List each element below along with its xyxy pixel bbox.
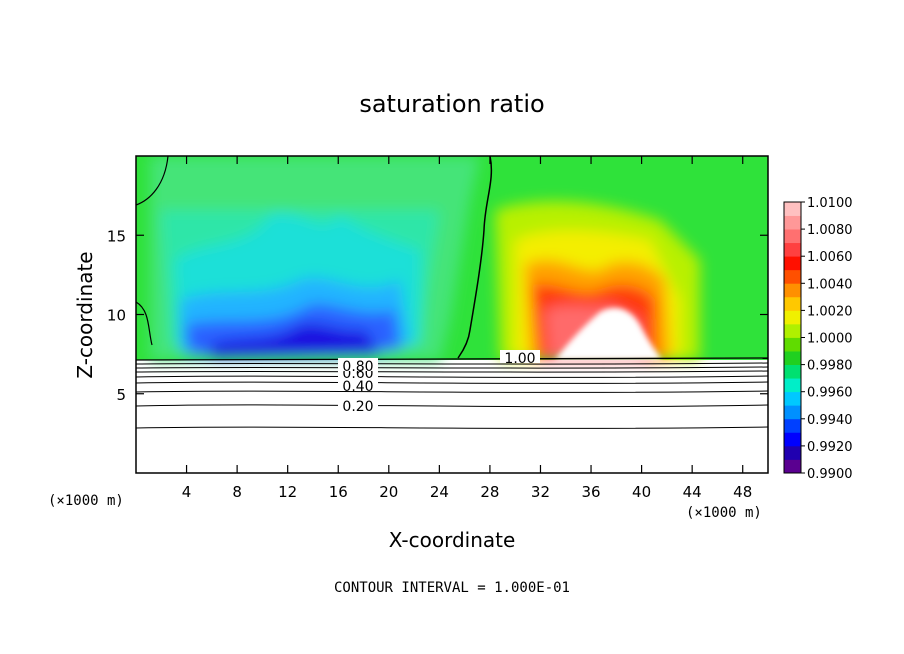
colorbar-swatch xyxy=(784,269,801,284)
colorbar-swatch xyxy=(784,378,801,393)
colorbar-swatch xyxy=(784,256,801,271)
contour-label: 1.00 xyxy=(504,351,535,367)
colorbar-tick-label: 0.9980 xyxy=(807,359,853,374)
contour-lines-lower xyxy=(135,357,769,429)
colorbar-swatch xyxy=(784,432,801,447)
x-tick-label: 12 xyxy=(278,483,297,501)
x-tick-label: 16 xyxy=(329,483,348,501)
x-axis-label: X-coordinate xyxy=(389,528,516,552)
colorbar-swatch xyxy=(784,202,801,216)
chart-title: saturation ratio xyxy=(359,90,544,118)
contour-label: 0.80 xyxy=(342,359,373,375)
colorbar-swatch xyxy=(784,445,801,460)
x-tick-label: 48 xyxy=(733,483,752,501)
contour-label: 0.40 xyxy=(342,379,373,395)
y-axis-label: Z-coordinate xyxy=(73,251,97,378)
y-tick-label: 15 xyxy=(107,227,126,245)
y-tick-label: 10 xyxy=(107,307,126,325)
colorbar-swatch xyxy=(784,283,801,298)
x-unit-right: (×1000 m) xyxy=(686,505,762,521)
colorbar-swatch xyxy=(784,323,801,338)
colorbar-swatch xyxy=(784,242,801,257)
contour-label-bg xyxy=(338,378,378,391)
colorbar-swatch xyxy=(784,405,801,420)
colorbar-swatch xyxy=(784,351,801,365)
contour-interval-caption: CONTOUR INTERVAL = 1.000E-01 xyxy=(334,580,570,596)
x-tick-label: 24 xyxy=(430,483,449,501)
colorbar-swatch xyxy=(784,391,801,406)
x-tick-label: 4 xyxy=(182,483,192,501)
colorbar-tick-label: 1.0060 xyxy=(807,250,853,265)
y-axis-ticks: 5 10 15 xyxy=(107,227,768,404)
x-tick-label: 28 xyxy=(480,483,499,501)
x-tick-label: 40 xyxy=(632,483,651,501)
contour-line-2 xyxy=(135,155,169,206)
colorbar-swatch xyxy=(784,337,801,352)
colorbar-tick-label: 1.0040 xyxy=(807,277,853,292)
colorbar-swatch xyxy=(784,296,801,311)
x-tick-label: 44 xyxy=(683,483,702,501)
heatmap-field xyxy=(136,156,768,360)
y-tick-label: 5 xyxy=(116,386,126,404)
colorbar-tick-label: 1.0000 xyxy=(807,332,853,347)
x-tick-label: 36 xyxy=(581,483,600,501)
contour-label-bg xyxy=(338,398,378,411)
x-axis-ticks: 4 8 12 16 20 24 28 32 36 40 44 48 xyxy=(182,156,752,501)
colorbar-swatch xyxy=(784,229,801,244)
contour-line-1 xyxy=(457,155,493,359)
x-tick-label: 32 xyxy=(531,483,550,501)
colorbar-swatch xyxy=(784,364,801,379)
contour-line-3 xyxy=(135,301,153,346)
colorbar-swatch xyxy=(784,215,801,230)
colorbar-swatch xyxy=(784,459,801,474)
colorbar-tick-label: 1.0020 xyxy=(807,304,853,319)
colorbar xyxy=(783,201,802,474)
colorbar-swatch xyxy=(784,310,801,325)
contour-label-bg xyxy=(338,358,378,371)
colorbar-tick-label: 0.9940 xyxy=(807,413,853,428)
colorbar-tick-label: 1.0080 xyxy=(807,223,853,238)
colorbar-tick-label: 1.0100 xyxy=(807,196,853,211)
x-unit-left: (×1000 m) xyxy=(48,493,124,509)
contour-label-bg xyxy=(500,350,540,363)
colorbar-tick-label: 0.9960 xyxy=(807,386,853,401)
x-tick-label: 20 xyxy=(379,483,398,501)
contour-labels: 0.200.400.600.80 1.00 xyxy=(338,350,540,415)
contour-label: 0.20 xyxy=(342,399,373,415)
colorbar-ticks: 0.9900 0.9920 0.9940 0.9960 0.9980 1.0000 1.00… xyxy=(801,196,853,482)
colorbar-swatch xyxy=(784,418,801,433)
x-tick-label: 8 xyxy=(232,483,242,501)
colorbar-tick-label: 0.9920 xyxy=(807,440,853,455)
colorbar-tick-label: 0.9900 xyxy=(807,467,853,482)
